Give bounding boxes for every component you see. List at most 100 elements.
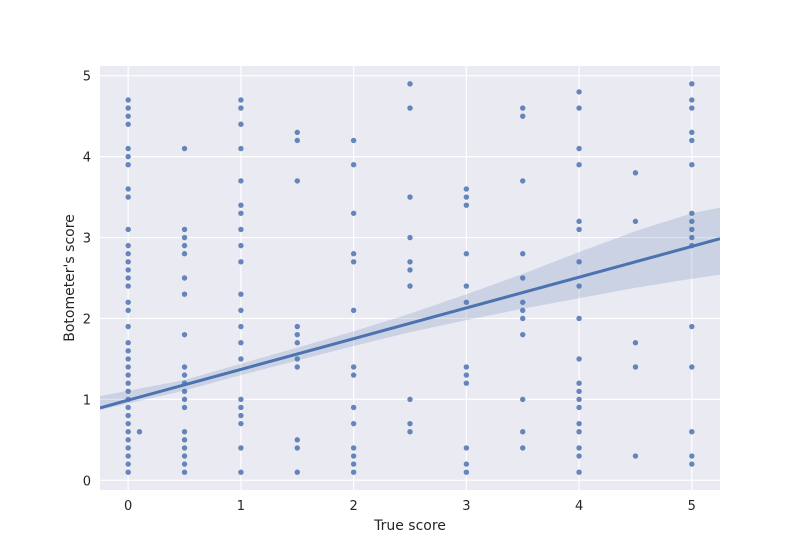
data-point [689,226,695,233]
data-point [689,105,695,111]
data-point [294,323,300,330]
data-point [125,121,131,127]
data-point [407,194,413,200]
data-point [689,129,695,136]
data-point [520,275,526,281]
data-point [350,251,357,257]
x-tick-label: 0 [124,499,132,514]
data-point [238,356,244,362]
data-point [294,129,300,136]
data-point [632,364,639,370]
data-point [689,162,695,168]
data-point [407,267,413,273]
data-point [125,429,131,435]
data-point [181,396,188,403]
data-point [520,251,526,257]
data-point [125,226,131,233]
data-point [238,469,244,475]
data-point [689,210,695,216]
data-point [238,445,244,451]
data-point [125,469,131,475]
data-point [125,420,131,427]
data-point [576,105,582,111]
y-tick-label: 3 [83,232,91,247]
data-point [407,81,413,87]
x-tick-label: 2 [349,499,357,514]
data-point [238,404,244,411]
data-point [125,307,131,314]
data-point [576,145,582,152]
data-point [520,178,526,184]
data-point [520,113,526,119]
data-point [125,348,131,354]
data-point [238,210,244,216]
data-point [294,356,300,362]
data-point [576,388,582,394]
data-point [576,469,582,475]
data-point [632,170,639,176]
data-point [350,210,357,216]
data-point [520,315,526,322]
data-point [125,396,131,403]
data-point [576,315,582,322]
data-point [576,396,582,403]
data-point [181,388,188,394]
data-point [125,437,131,443]
data-point [689,429,695,435]
data-point [181,437,188,443]
data-point [463,461,470,467]
y-tick-label: 0 [83,474,91,489]
data-point [576,445,582,451]
data-point [238,145,244,152]
data-point [125,259,131,265]
data-point [136,429,143,435]
data-point [350,307,357,314]
data-point [294,178,300,184]
data-point [125,153,131,160]
data-point [520,429,526,435]
data-point [689,97,695,103]
tick-labels: 0 1 2 3 4 5 0 1 2 3 4 5 [83,70,696,514]
data-point [294,469,300,475]
data-point [576,380,582,386]
data-point [181,242,188,249]
x-tick-label: 3 [462,499,470,514]
data-point [125,242,131,249]
data-point [238,97,244,103]
data-point [520,331,526,338]
data-point [181,380,188,386]
data-point [181,364,188,370]
y-tick-label: 1 [83,393,91,408]
data-point [125,275,131,281]
data-point [181,469,188,475]
data-point [181,251,188,257]
data-point [407,105,413,111]
data-point [350,469,357,475]
data-point [125,388,131,394]
data-point [350,364,357,370]
data-point [238,291,244,297]
data-point [238,105,244,111]
data-point [238,323,244,330]
data-point [238,420,244,427]
data-point [520,299,526,305]
data-point [576,226,582,233]
data-point [407,396,413,403]
data-point [689,364,695,370]
data-point [181,372,188,378]
y-tick-label: 2 [83,312,91,327]
data-point [576,162,582,168]
data-point [576,429,582,435]
data-point [125,186,131,192]
data-point [181,331,188,338]
data-point [125,105,131,111]
data-point [125,412,131,419]
data-point [407,283,413,289]
data-point [238,121,244,127]
data-point [632,218,639,225]
data-point [689,323,695,330]
confidence-band [100,207,720,410]
data-point [407,259,413,265]
data-point [632,453,639,459]
